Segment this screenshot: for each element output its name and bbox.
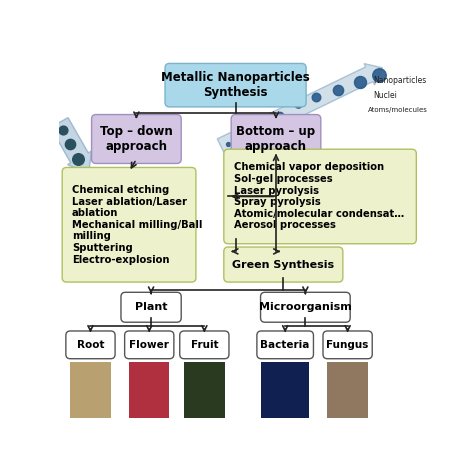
Point (276, 111, 283, 119)
Point (312, 93, 320, 101)
Point (257, 119, 265, 127)
FancyBboxPatch shape (224, 149, 416, 244)
Text: Bottom – up
approach: Bottom – up approach (237, 125, 316, 153)
FancyArrow shape (50, 118, 91, 173)
Point (356, 79, 364, 86)
FancyBboxPatch shape (66, 331, 115, 359)
FancyBboxPatch shape (180, 331, 229, 359)
Text: Fungus: Fungus (327, 340, 369, 350)
FancyBboxPatch shape (62, 167, 196, 282)
FancyBboxPatch shape (129, 362, 169, 418)
FancyBboxPatch shape (261, 362, 309, 418)
Point (74, 155, 82, 163)
Text: Root: Root (77, 340, 104, 350)
Point (66, 141, 74, 148)
Text: Metallic Nanoparticles
Synthesis: Metallic Nanoparticles Synthesis (161, 71, 310, 99)
FancyBboxPatch shape (91, 115, 181, 164)
FancyBboxPatch shape (165, 64, 306, 107)
Point (294, 100, 302, 108)
Text: Microorganism: Microorganism (259, 302, 352, 312)
Text: Flower: Flower (129, 340, 169, 350)
FancyBboxPatch shape (125, 331, 174, 359)
Text: Top – down
approach: Top – down approach (100, 125, 173, 153)
Text: Chemical etching
Laser ablation/Laser
ablation
Mechanical milling/Ball
milling
S: Chemical etching Laser ablation/Laser ab… (72, 185, 202, 264)
Point (375, 72, 383, 79)
FancyBboxPatch shape (328, 362, 368, 418)
Text: Nuclei: Nuclei (374, 91, 397, 100)
FancyBboxPatch shape (184, 362, 225, 418)
FancyBboxPatch shape (323, 331, 372, 359)
Text: Plant: Plant (135, 302, 167, 312)
FancyBboxPatch shape (261, 292, 350, 322)
Text: Green Synthesis: Green Synthesis (232, 260, 334, 270)
Point (335, 86, 342, 93)
FancyBboxPatch shape (224, 247, 343, 282)
Text: Atoms/molecules: Atoms/molecules (368, 107, 428, 113)
FancyBboxPatch shape (121, 292, 181, 322)
FancyArrow shape (217, 64, 383, 154)
Text: Chemical vapor deposition
Sol-gel processes
Laser pyrolysis
Spray pyrolysis
Atom: Chemical vapor deposition Sol-gel proces… (234, 163, 404, 230)
Text: Fruit: Fruit (191, 340, 218, 350)
Point (59, 126, 67, 134)
Point (225, 141, 232, 148)
Point (243, 130, 250, 137)
FancyBboxPatch shape (231, 115, 321, 164)
Text: Bacteria: Bacteria (261, 340, 310, 350)
FancyBboxPatch shape (70, 362, 110, 418)
Text: Nanoparticles: Nanoparticles (374, 76, 427, 85)
FancyBboxPatch shape (257, 331, 313, 359)
